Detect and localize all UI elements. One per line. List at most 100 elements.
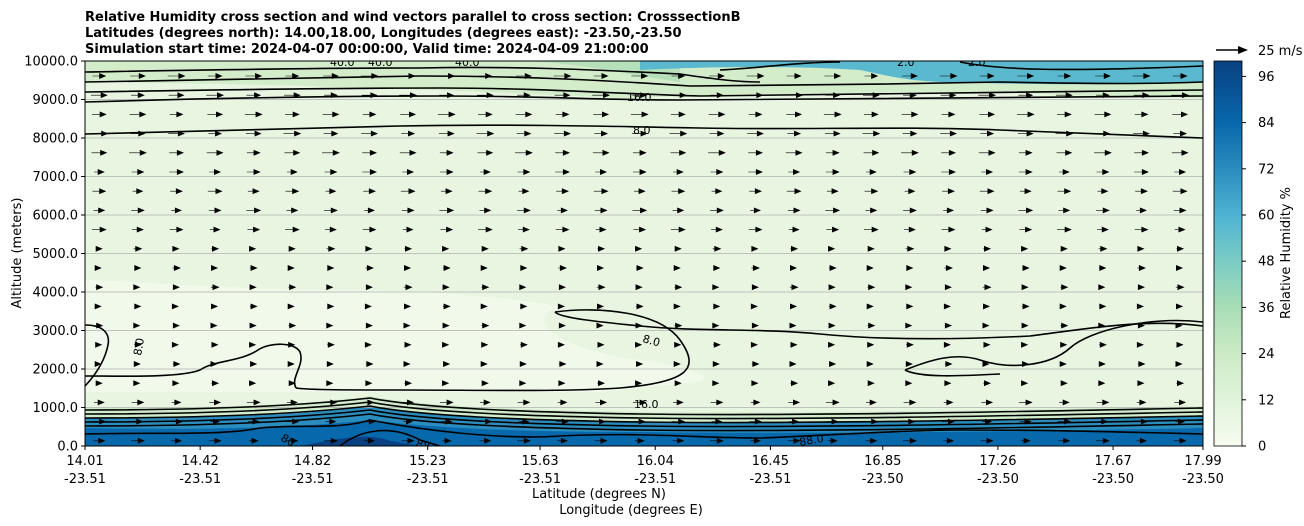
wind-vector (1018, 92, 1034, 99)
wind-vector (171, 303, 179, 310)
wind-vector (206, 92, 225, 99)
wind-vector (555, 111, 570, 118)
wind-vector (558, 322, 566, 329)
wind-vector (478, 111, 493, 118)
wind-vector (1021, 284, 1029, 291)
wind-vector (1058, 437, 1071, 444)
wind-vector (133, 361, 141, 367)
colorbar-tick-label: 12 (1258, 393, 1275, 408)
wind-vector (866, 265, 874, 271)
wind-vector (1096, 207, 1110, 214)
wind-vector (134, 303, 142, 310)
wind-vector (326, 245, 336, 252)
wind-vector (517, 437, 531, 444)
wind-vector (905, 322, 913, 329)
wind-vector (211, 265, 219, 271)
wind-vector (557, 437, 568, 444)
wind-vector (171, 399, 182, 406)
wind-vector (904, 418, 916, 425)
wind-vector (172, 322, 180, 329)
wind-vector (1171, 92, 1190, 99)
wind-vector (982, 418, 993, 425)
wind-vector (207, 73, 223, 79)
x-tick-label-lat: 17.26 (979, 454, 1016, 469)
wind-vector (364, 207, 375, 214)
wind-vector (95, 380, 103, 387)
quiver-key-arrowhead (1238, 46, 1248, 54)
wind-vector (131, 399, 145, 406)
wind-vector (865, 437, 878, 444)
colorbar-tick-label: 36 (1258, 301, 1275, 316)
wind-vector (132, 418, 144, 425)
wind-vector (365, 380, 373, 387)
wind-vector (902, 73, 918, 79)
wind-vector (1137, 380, 1145, 387)
wind-vector (593, 188, 609, 195)
wind-vector (94, 169, 105, 175)
wind-vector (94, 361, 102, 367)
wind-vector (481, 380, 489, 387)
wind-vector (324, 169, 338, 175)
wind-vector (519, 245, 529, 252)
wind-vector (751, 380, 759, 387)
contour-line (85, 66, 761, 83)
wind-vector (323, 130, 339, 137)
wind-vector (983, 380, 992, 387)
wind-vector (170, 188, 183, 195)
wind-vector (632, 399, 647, 406)
wind-vector (285, 111, 300, 118)
wind-vector (828, 303, 837, 310)
wind-vector (557, 303, 565, 310)
wind-vector (210, 418, 221, 425)
wind-vector (749, 188, 762, 195)
wind-vector (864, 111, 879, 118)
wind-vector (327, 265, 335, 271)
wind-vector (480, 361, 488, 367)
wind-vector (169, 149, 184, 156)
wind-vector (439, 92, 455, 99)
wind-vector (866, 399, 877, 406)
wind-vector (1059, 361, 1067, 367)
wind-vector (442, 284, 450, 291)
wind-vector (1132, 73, 1151, 79)
wind-vector (171, 341, 179, 348)
wind-vector (363, 418, 376, 425)
wind-vector (1134, 149, 1149, 156)
wind-vector (288, 284, 297, 291)
wind-vector (863, 92, 880, 99)
wind-vector (710, 169, 724, 175)
wind-vector (324, 92, 338, 99)
wind-vector (1021, 380, 1029, 387)
wind-vector (94, 303, 102, 310)
wind-vector (669, 130, 688, 137)
wind-vector (634, 437, 645, 444)
wind-vector (596, 361, 604, 367)
quiver-key-label: 25 m/s (1258, 44, 1303, 59)
wind-vector (1097, 418, 1109, 425)
wind-vector (1021, 265, 1030, 271)
x-tick-label-lat: 17.99 (1184, 454, 1221, 469)
contour-label: 8.0 (131, 337, 147, 356)
contour-line (295, 309, 690, 392)
contour-line (85, 124, 1203, 139)
wind-vector (401, 437, 415, 444)
y-tick-label: 4000.0 (33, 286, 79, 301)
wind-vector (364, 399, 375, 406)
wind-vector (710, 437, 724, 444)
wind-vector (134, 341, 142, 348)
wind-vector (206, 149, 224, 156)
wind-vector (248, 437, 259, 444)
wind-vector (1019, 418, 1032, 425)
wind-vector (748, 149, 763, 156)
wind-vector (1098, 322, 1106, 329)
wind-vector (439, 399, 454, 406)
contour-line (85, 405, 1203, 424)
wind-vector (751, 245, 759, 252)
wind-vector (595, 169, 608, 175)
wind-vector (671, 188, 686, 195)
wind-vector (250, 361, 258, 367)
wind-vector (402, 226, 414, 233)
wind-vector (785, 92, 804, 99)
rh-dry-layer-fill (85, 280, 704, 392)
wind-vector (555, 226, 570, 233)
